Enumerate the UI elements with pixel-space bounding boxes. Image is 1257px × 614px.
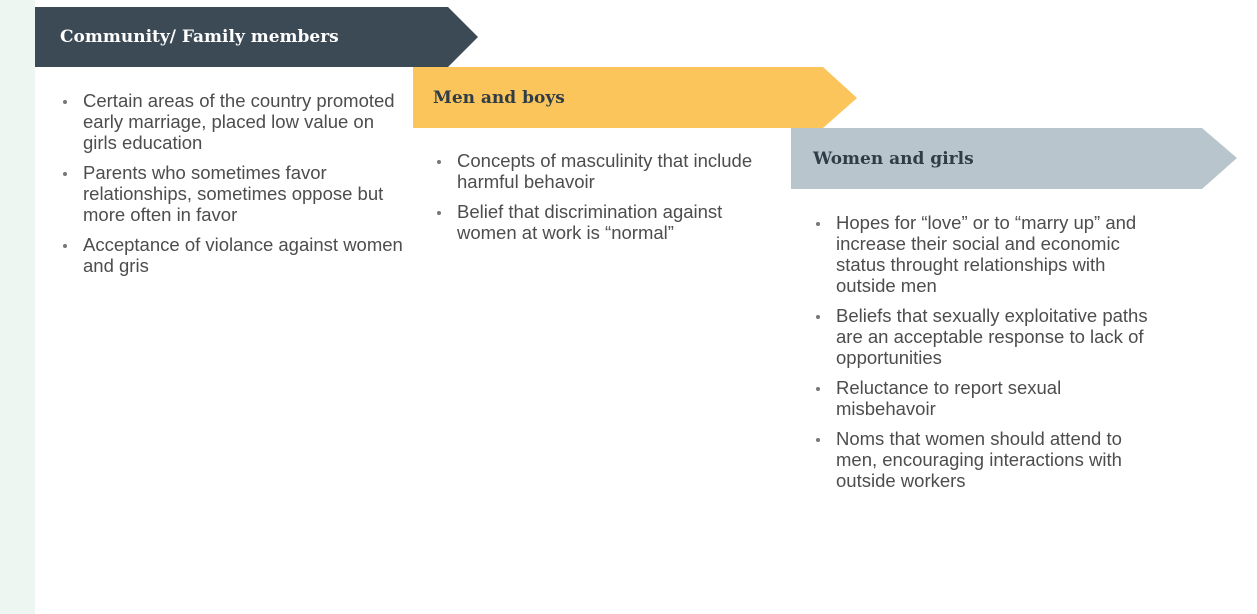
bullet-item: Reluctance to report sexual misbehavoir [815,377,1150,419]
bullet-item: Acceptance of violance against women and… [62,234,412,276]
bullet-item: Noms that women should attend to men, en… [815,428,1150,491]
side-strip [0,0,35,614]
bullet-item: Certain areas of the country promoted ea… [62,90,412,153]
column-title: Community/ Family members [60,27,339,47]
column-title: Men and boys [433,88,565,108]
column-title: Women and girls [813,149,974,169]
bullet-item: Concepts of masculinity that include har… [436,150,766,192]
bullet-list: Certain areas of the country promoted ea… [62,90,412,285]
banner-men [413,67,857,128]
banner-women [791,128,1237,189]
bullet-item: Parents who sometimes favor relationship… [62,162,412,225]
bullet-item: Beliefs that sexually exploitative paths… [815,305,1150,368]
bullet-list: Concepts of masculinity that include har… [436,150,766,252]
bullet-list: Hopes for “love” or to “marry up” and in… [815,212,1150,500]
bullet-item: Hopes for “love” or to “marry up” and in… [815,212,1150,296]
banner-community [35,7,478,67]
bullet-item: Belief that discrimination against women… [436,201,766,243]
